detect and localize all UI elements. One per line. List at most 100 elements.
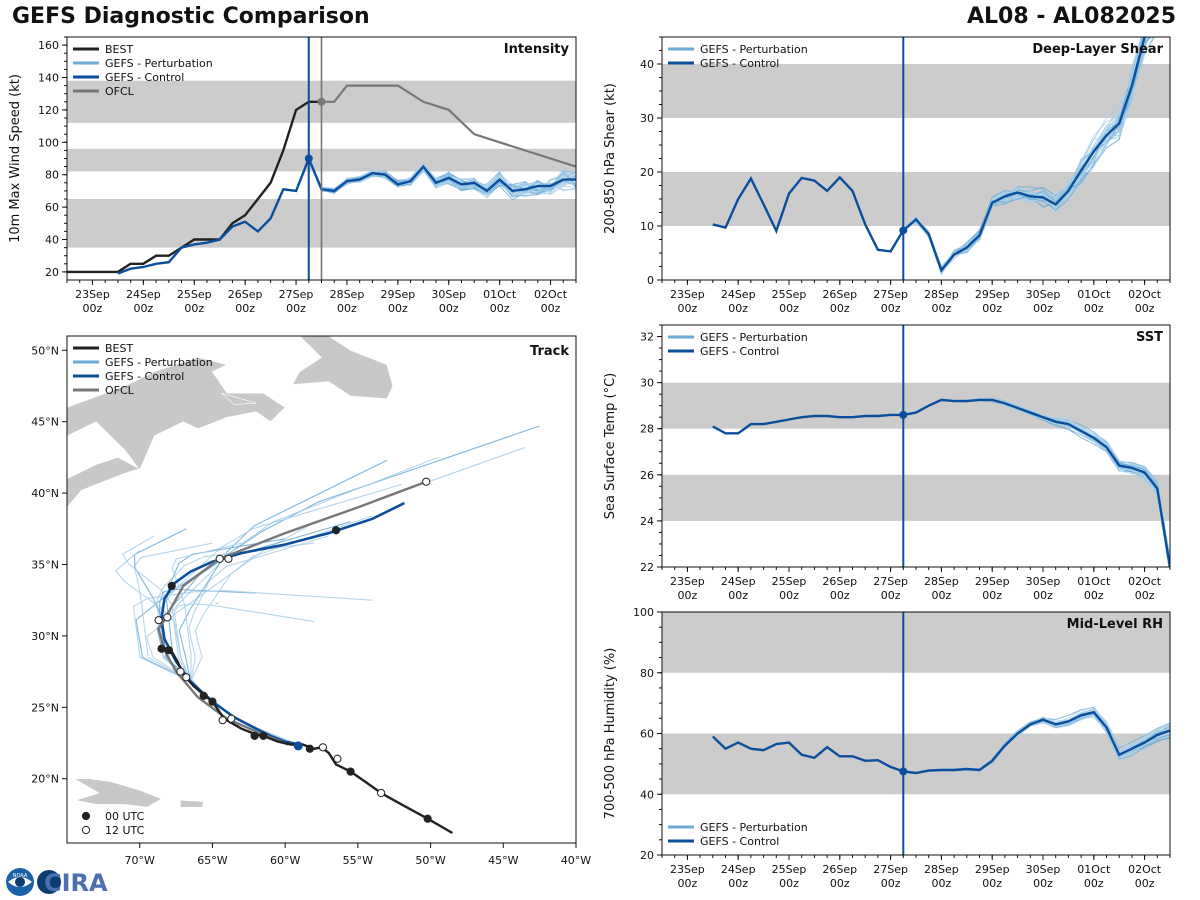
rh-xtick-hour: 00z: [779, 877, 799, 890]
track-marker-12utc: [377, 788, 386, 798]
shear-perturbation-line: [903, 37, 1147, 274]
track-lat-label: 50°N: [31, 344, 59, 357]
track-legend-label: GEFS - Control: [105, 370, 184, 383]
noaa-logo: NOAA: [6, 868, 34, 896]
rh-xtick-date: 28Sep: [924, 863, 959, 876]
sst-frame: [661, 324, 1171, 568]
track-marker-00utc: [305, 744, 314, 753]
shear-legend-label: GEFS - Control: [700, 57, 779, 70]
rh-legend-label: GEFS - Perturbation: [700, 821, 808, 834]
track-marker-legend-symbol: [81, 825, 91, 835]
intensity-xtick-date: 23Sep: [75, 288, 110, 301]
intensity-init-point: [304, 154, 313, 163]
track-marker-12utc: [176, 667, 185, 676]
intensity-ytick-label: 120: [38, 104, 59, 117]
track-lat-label: 35°N: [31, 559, 59, 572]
rh-xtick-date: 29Sep: [975, 863, 1010, 876]
rh-xtick-date: 26Sep: [822, 863, 857, 876]
sst-title: SST: [1136, 330, 1163, 345]
sst-xtick-date: 26Sep: [822, 575, 857, 588]
shear-xtick-hour: 00z: [728, 302, 748, 315]
shear-xtick-hour: 00z: [1135, 302, 1155, 315]
sst-ytick-label: 22: [640, 561, 654, 574]
intensity-ylabel: 10m Max Wind Speed (kt): [8, 74, 23, 243]
shear-ylabel: 200-850 hPa Shear (kt): [603, 83, 618, 234]
rh-ytick-label: 80: [640, 667, 654, 680]
sst-xtick-hour: 00z: [678, 589, 698, 602]
shear-ytick-label: 10: [640, 220, 654, 233]
track-perturbation-line: [171, 542, 298, 746]
track-lon-label: 40°W: [561, 854, 591, 867]
intensity-legend-label: GEFS - Perturbation: [105, 57, 213, 70]
track-title: Track: [530, 344, 569, 359]
rh-xtick-date: 01Oct: [1077, 863, 1111, 876]
shear-plot-area: [662, 37, 1170, 280]
intensity-ytick-label: 160: [38, 39, 59, 52]
track-marker-12utc: [227, 714, 236, 723]
sst-xtick-hour: 00z: [830, 589, 850, 602]
track-marker-12utc: [318, 743, 328, 752]
track-lon-label: 65°W: [197, 854, 227, 867]
track-lon-label: 60°W: [270, 854, 300, 867]
shear-perturbation-line: [902, 37, 1154, 273]
intensity-xtick-date: 25Sep: [177, 288, 212, 301]
track-marker-12utc: [224, 554, 233, 563]
track-init-point: [293, 741, 303, 751]
sst-plot-area: [662, 325, 1170, 567]
noaa-text: NOAA: [13, 873, 28, 879]
rh-band-1: [662, 612, 1170, 673]
intensity-xtick-hour: 00z: [388, 302, 408, 315]
rh-title: Mid-Level RH: [1067, 617, 1163, 632]
track-marker-00utc: [164, 646, 173, 655]
track-perturbation-line: [133, 542, 298, 746]
track-marker-00utc: [250, 731, 259, 740]
sst-control-line: [712, 398, 1170, 567]
intensity-xtick-hour: 00z: [133, 302, 153, 315]
rh-ylabel: 700-500 hPa Humidity (%): [603, 648, 618, 820]
track-marker-00utc: [423, 814, 432, 823]
sst-ytick-label: 32: [640, 331, 654, 344]
rh-ytick-label: 100: [633, 606, 654, 619]
sst-ytick-label: 28: [640, 423, 654, 436]
track-marker-00utc: [208, 697, 217, 706]
sst-xtick-hour: 00z: [881, 589, 901, 602]
shear-xtick-hour: 00z: [932, 302, 952, 315]
rh-xtick-date: 02Oct: [1128, 863, 1162, 876]
track-marker-00utc: [346, 767, 355, 776]
intensity-chart: 2040608010012014016023Sep00z24Sep00z25Se…: [8, 36, 577, 315]
rh-xtick-hour: 00z: [830, 877, 850, 890]
shear-ytick-label: 40: [640, 58, 654, 71]
track-legend-label: GEFS - Perturbation: [105, 356, 213, 369]
sst-legend-label: GEFS - Control: [700, 345, 779, 358]
intensity-xtick-date: 24Sep: [126, 288, 161, 301]
intensity-xtick-date: 26Sep: [228, 288, 263, 301]
shear-xtick-hour: 00z: [982, 302, 1002, 315]
rh-control-line: [711, 710, 1170, 775]
sst-ylabel: Sea Surface Temp (°C): [603, 373, 618, 520]
shear-legend-label: GEFS - Perturbation: [700, 43, 808, 56]
track-marker-00utc: [167, 581, 176, 591]
shear-ytick-label: 30: [640, 112, 654, 125]
land-mass: [67, 357, 286, 471]
intensity-xtick-hour: 00z: [286, 302, 306, 315]
sst-xtick-hour: 00z: [1033, 589, 1053, 602]
track-marker-00utc: [199, 691, 208, 700]
shear-perturbation-line: [902, 37, 1142, 270]
intensity-ytick-label: 80: [45, 169, 59, 182]
track-perturbation-line: [156, 542, 315, 746]
cira-text: CIRA: [44, 869, 108, 897]
intensity-ofcl-line: [321, 84, 576, 168]
track-ofcl-line: [157, 480, 427, 746]
sst-xtick-hour: 00z: [1135, 589, 1155, 602]
sst-xtick-date: 24Sep: [721, 575, 756, 588]
rh-xtick-date: 30Sep: [1026, 863, 1061, 876]
track-marker-12utc: [163, 613, 172, 622]
land-mass: [67, 457, 141, 508]
sst-xtick-date: 23Sep: [670, 575, 705, 588]
intensity-legend-label: BEST: [105, 43, 133, 56]
shear-control-line: [712, 37, 1147, 273]
sst-xtick-date: 01Oct: [1077, 575, 1111, 588]
intensity-xtick-date: 28Sep: [330, 288, 365, 301]
shear-xtick-hour: 00z: [881, 302, 901, 315]
shear-xtick-date: 01Oct: [1077, 288, 1111, 301]
